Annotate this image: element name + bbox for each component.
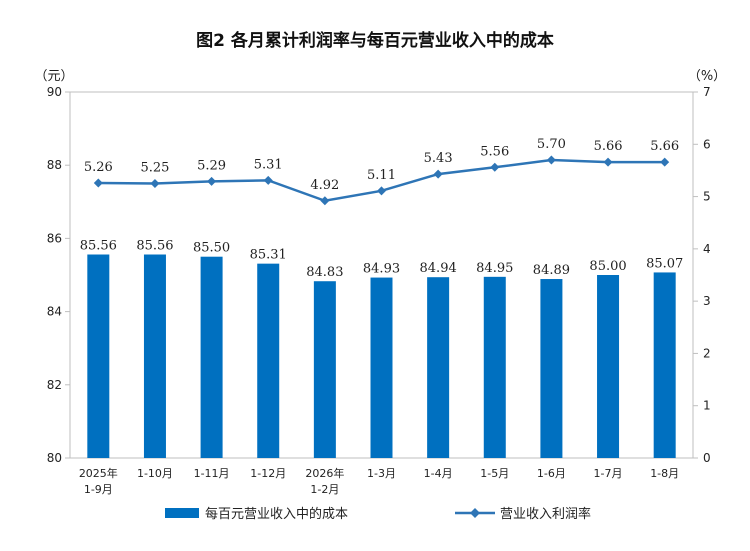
line-point [660,157,670,167]
bar-value-label: 84.93 [363,262,400,277]
legend-line-marker [470,508,480,518]
line-point [263,175,273,185]
line-value-label: 5.11 [367,168,396,183]
bar [143,254,166,458]
category-label: 1-10月 [137,467,173,480]
bar-labels: 85.56 85.56 85.50 85.31 84.83 84.93 84.94 84.95… [80,239,684,281]
bar-value-label: 85.50 [193,241,230,256]
left-tick-label: 90 [47,85,62,99]
line-point [93,178,103,188]
category-label: 1-8月 [650,467,679,480]
right-tick-label: 7 [703,85,711,99]
right-tick-label: 0 [703,451,711,465]
left-tick-label: 86 [47,231,62,245]
category-label: 1-12月 [250,467,286,480]
right-axis-unit: （%） [688,69,726,84]
bar [370,277,393,458]
bar [87,254,110,458]
line-point [546,155,556,165]
line-value-label: 5.43 [424,151,453,166]
line-value-label: 4.92 [310,178,339,193]
bar [200,256,223,458]
bar [483,276,506,458]
line-point [490,162,500,172]
right-tick-label: 2 [703,346,711,360]
right-tick-label: 5 [703,190,711,204]
line-labels: 5.26 5.25 5.29 5.31 4.92 5.11 5.43 5.56 5.70 5.66… [84,137,679,193]
bar-value-label: 84.94 [420,261,457,276]
bar [653,272,676,458]
legend: 每百元营业收入中的成本 营业收入利润率 [165,506,591,522]
left-axis-unit: （元） [34,69,73,84]
category-label: 1-11月 [194,467,230,480]
bar [597,275,620,458]
bar [427,277,450,458]
line-value-label: 5.26 [84,160,113,175]
right-axis: 0 1 2 3 4 5 6 7 [693,85,711,465]
line-point [320,196,330,206]
x-axis-categories: 2025年 1-9月 1-10月 1-11月 1-12月 2026年 1-2月 1-3月 1-4… [79,466,679,496]
line-value-label: 5.56 [480,144,509,159]
line-value-label: 5.25 [140,161,169,176]
bar-value-label: 85.00 [589,259,626,274]
legend-bar-label: 每百元营业收入中的成本 [205,506,348,522]
bar-value-label: 85.56 [136,239,173,254]
bar-value-label: 85.56 [80,239,117,254]
line-value-label: 5.31 [254,157,283,172]
bar [257,263,280,458]
line-series [93,155,670,206]
bar-series [87,254,676,458]
line-value-label: 5.70 [537,137,566,152]
right-tick-label: 6 [703,137,711,151]
bar [540,279,563,458]
bar-value-label: 84.89 [533,263,570,278]
bar-value-label: 84.95 [476,261,513,276]
line-value-label: 5.66 [594,139,623,154]
line-value-label: 5.29 [197,158,226,173]
bar [313,281,336,458]
bar-value-label: 84.83 [306,265,343,280]
category-label: 1-6月 [537,467,566,480]
legend-bar-swatch [165,508,199,518]
category-label: 1-7月 [594,467,623,480]
bar-value-label: 85.31 [250,248,287,263]
left-axis: 80 82 84 86 88 90 [47,85,70,465]
left-tick-label: 82 [47,378,62,392]
category-label: 1-5月 [480,467,509,480]
line-point [377,186,386,196]
line-point [207,176,217,186]
category-label: 2026年 1-2月 [305,466,344,496]
right-tick-label: 1 [703,399,711,413]
category-label: 1-4月 [424,467,453,480]
left-tick-label: 84 [47,305,62,319]
bar-value-label: 85.07 [646,256,683,271]
left-tick-label: 88 [47,158,62,172]
category-label: 1-3月 [367,467,396,480]
line-point [433,169,443,179]
line-value-label: 5.66 [650,139,679,154]
line-point [150,179,160,188]
chart-title: 图2 各月累计利润率与每百元营业收入中的成本 [196,30,554,51]
category-label: 2025年 1-9月 [79,466,118,496]
legend-line-label: 营业收入利润率 [500,506,591,522]
right-tick-label: 4 [703,242,711,256]
left-tick-label: 80 [47,451,62,465]
right-tick-label: 3 [703,294,711,308]
line-point [603,157,613,167]
